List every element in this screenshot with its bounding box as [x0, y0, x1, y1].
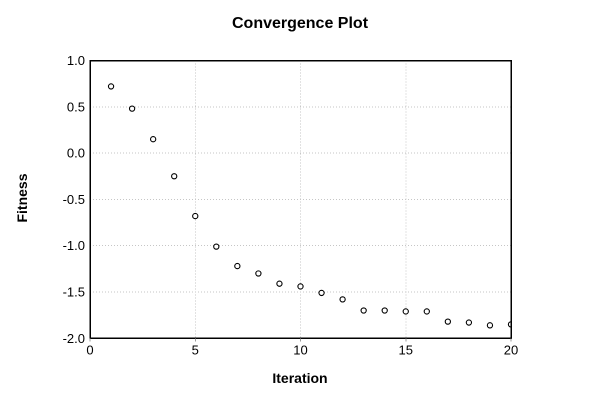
data-point	[318, 289, 325, 297]
data-point	[423, 308, 430, 315]
y-axis-label: Fitness	[14, 173, 30, 222]
y-tick-label: 0.5	[67, 99, 85, 114]
x-tick-label: 20	[504, 342, 518, 357]
data-point	[381, 307, 388, 314]
data-point	[276, 280, 283, 287]
y-tick-label: -0.5	[63, 192, 85, 207]
data-point	[360, 307, 367, 314]
chart-title: Convergence Plot	[232, 15, 369, 32]
data-point	[192, 212, 199, 220]
data-point	[213, 243, 220, 250]
data-point	[444, 318, 451, 325]
x-axis-label: Iteration	[272, 370, 327, 386]
gridlines	[90, 60, 511, 339]
data-point	[339, 296, 346, 303]
y-tick-label: -1.5	[63, 285, 85, 300]
data-point	[465, 319, 473, 326]
tick-labels: 1.0 0.5 0.0 -0.5 -1.0 -1.5 -2.00 5 10 15 20	[63, 53, 519, 357]
data-point	[486, 322, 494, 329]
y-tick-label: -2.0	[63, 331, 85, 346]
y-tick-label: -1.0	[63, 238, 85, 253]
data-point	[297, 283, 304, 290]
data-point	[107, 83, 115, 90]
data-point	[149, 136, 157, 143]
y-tick-label: 0.0	[67, 146, 85, 161]
x-tick-label: 0	[86, 342, 93, 357]
x-tick-label: 10	[293, 342, 307, 357]
y-tick-label: 1.0	[67, 53, 85, 68]
data-point	[234, 262, 241, 270]
data-point	[402, 308, 409, 315]
data-point	[255, 270, 262, 277]
data-points	[107, 83, 511, 329]
x-tick-label: 15	[399, 342, 413, 357]
x-tick-label: 5	[192, 342, 199, 357]
data-point	[128, 105, 136, 112]
data-point	[171, 173, 178, 180]
